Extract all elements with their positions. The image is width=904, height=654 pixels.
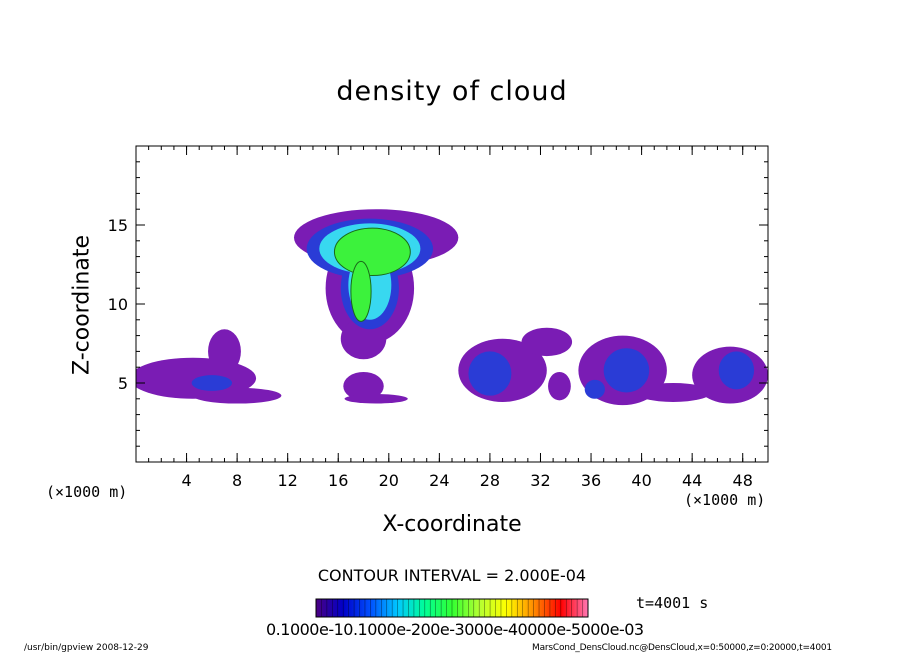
density-region-level-0	[343, 371, 384, 401]
x-tick-label: 16	[328, 471, 348, 490]
x-tick-label: 12	[278, 471, 298, 490]
colorbar	[315, 598, 589, 618]
density-region-level-0	[344, 394, 408, 404]
x-tick-label: 36	[581, 471, 601, 490]
y-axis-unit: (×1000 m)	[46, 483, 128, 501]
y-tick-label: 5	[118, 374, 128, 393]
density-region-level-0	[635, 383, 712, 402]
x-tick-label: 24	[429, 471, 449, 490]
density-region-level-3	[333, 227, 411, 277]
density-region-level-1	[603, 348, 650, 393]
density-region-level-0	[521, 327, 573, 357]
x-tick-label: 48	[733, 471, 753, 490]
footer-program-date: /usr/bin/gpview 2008-12-29	[24, 643, 149, 653]
x-axis-unit: (×1000 m)	[684, 491, 766, 509]
y-tick-label: 15	[108, 216, 128, 235]
time-label: t=4001 s	[636, 594, 709, 612]
density-region-level-3	[350, 260, 372, 322]
footer-source: MarsCond_DensCloud.nc@DensCloud,x=0:5000…	[532, 643, 832, 653]
x-axis-label: X-coordinate	[382, 512, 522, 537]
x-tick-label: 20	[379, 471, 399, 490]
y-axis-label: Z-coordinate	[69, 235, 95, 375]
density-region-level-1	[584, 379, 605, 399]
plot-frame	[135, 145, 769, 463]
chart-title: density of cloud	[336, 76, 568, 107]
density-region-level-0	[548, 371, 571, 401]
density-region-level-0	[192, 387, 282, 404]
colorbar-tick-labels: 0.1000e-10.1000e-200e-3000e-40000e-5000e…	[266, 620, 644, 639]
density-region-level-1	[468, 351, 512, 396]
x-tick-label: 4	[181, 471, 191, 490]
x-tick-label: 32	[530, 471, 550, 490]
y-tick-label: 10	[108, 295, 128, 314]
cloud-density-field	[136, 209, 768, 406]
density-region-level-0	[208, 329, 241, 374]
density-region-level-1	[191, 375, 233, 391]
x-tick-label: 28	[480, 471, 500, 490]
x-tick-label: 8	[232, 471, 242, 490]
density-region-level-1	[718, 351, 755, 390]
contour-interval-label: CONTOUR INTERVAL = 2.000E-04	[317, 566, 587, 585]
x-tick-label: 40	[631, 471, 651, 490]
x-tick-label: 44	[682, 471, 702, 490]
